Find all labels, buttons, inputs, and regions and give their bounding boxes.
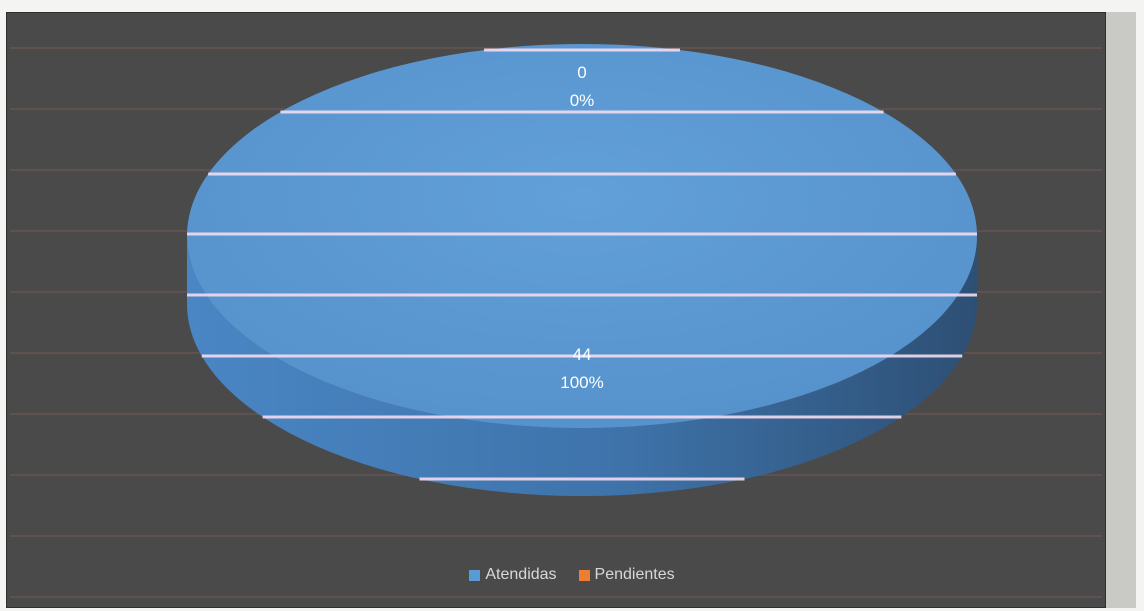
page-edge <box>1106 12 1136 608</box>
data-label-value-pendientes: 0 <box>577 63 586 82</box>
legend-swatch-pendientes <box>578 569 590 581</box>
pie-slice-side-atendidas <box>187 236 977 496</box>
pie-slice-atendidas <box>187 44 977 428</box>
data-label-value-atendidas: 44 <box>573 345 592 364</box>
legend: Atendidas Pendientes <box>0 566 1144 584</box>
data-label-percent-atendidas: 100% <box>560 373 603 392</box>
legend-item-pendientes: Pendientes <box>578 566 675 584</box>
legend-label-pendientes: Pendientes <box>594 566 675 583</box>
data-label-percent-pendientes: 0% <box>570 91 595 110</box>
legend-item-atendidas: Atendidas <box>469 566 557 584</box>
legend-swatch-atendidas <box>469 569 481 581</box>
legend-label-atendidas: Atendidas <box>485 566 557 583</box>
